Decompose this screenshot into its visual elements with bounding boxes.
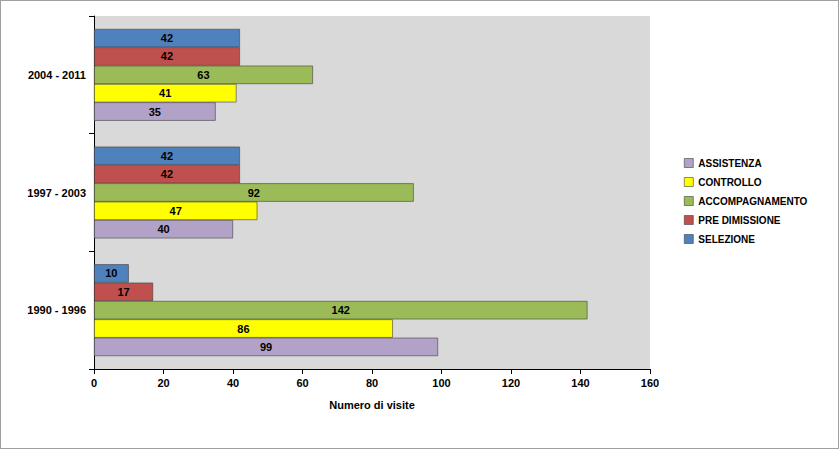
svg-text:63: 63 [197, 69, 209, 81]
svg-text:86: 86 [237, 323, 249, 335]
svg-text:80: 80 [366, 377, 378, 389]
svg-text:60: 60 [296, 377, 308, 389]
svg-text:40: 40 [157, 223, 169, 235]
svg-text:41: 41 [159, 87, 171, 99]
svg-text:100: 100 [432, 377, 450, 389]
svg-text:42: 42 [161, 50, 173, 62]
svg-text:ACCOMPAGNAMENTO: ACCOMPAGNAMENTO [698, 196, 807, 207]
svg-text:42: 42 [161, 150, 173, 162]
svg-text:160: 160 [641, 377, 659, 389]
svg-text:CONTROLLO: CONTROLLO [698, 177, 762, 188]
svg-text:42: 42 [161, 32, 173, 44]
svg-text:140: 140 [571, 377, 589, 389]
svg-text:PRE DIMISSIONE: PRE DIMISSIONE [698, 215, 781, 226]
svg-text:120: 120 [502, 377, 520, 389]
svg-text:SELEZIONE: SELEZIONE [698, 234, 755, 245]
svg-text:47: 47 [170, 205, 182, 217]
svg-text:99: 99 [260, 341, 272, 353]
svg-text:2004 - 2011: 2004 - 2011 [28, 69, 86, 81]
svg-text:0: 0 [91, 377, 97, 389]
svg-text:40: 40 [227, 377, 239, 389]
svg-text:17: 17 [117, 286, 129, 298]
svg-text:42: 42 [161, 168, 173, 180]
svg-text:10: 10 [105, 267, 117, 279]
svg-text:92: 92 [248, 187, 260, 199]
svg-text:1990 - 1996: 1990 - 1996 [27, 304, 86, 316]
svg-text:142: 142 [332, 304, 350, 316]
svg-text:ASSISTENZA: ASSISTENZA [698, 158, 761, 169]
svg-text:20: 20 [157, 377, 169, 389]
svg-text:35: 35 [149, 106, 161, 118]
svg-text:1997 - 2003: 1997 - 2003 [27, 187, 86, 199]
svg-text:Numero di visite: Numero di visite [329, 399, 415, 411]
